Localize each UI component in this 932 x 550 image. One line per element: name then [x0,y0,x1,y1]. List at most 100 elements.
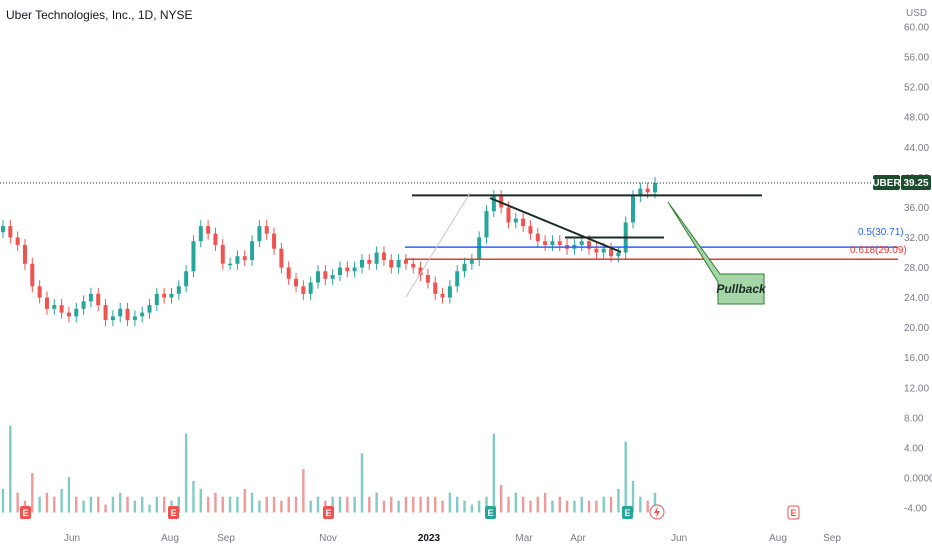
time-tick-label: Sep [823,533,841,544]
earnings-marker[interactable]: E [20,506,31,519]
candle-body [286,267,291,279]
earnings-marker[interactable]: E [622,506,633,519]
candle-body [506,207,511,223]
volume-bar [346,496,349,513]
volume-bar [1,488,5,513]
event-marker[interactable] [649,504,665,520]
time-tick-label: Jun [671,533,687,544]
candle-body [396,259,401,268]
earnings-icon: E [170,508,176,518]
volume-bar [463,500,466,513]
volume-bar [287,496,290,513]
volume-bar [624,441,627,513]
candle-body [403,259,408,264]
earnings-marker[interactable]: E [787,505,800,520]
earnings-marker[interactable]: E [323,506,334,519]
candle-body [176,286,181,294]
candle-body [433,282,438,294]
candle-body [206,226,211,234]
lightning-icon [654,506,660,518]
pullback-callout[interactable]: Pullback [667,201,767,305]
volume-bar [353,496,356,513]
fib-anchor-diagonal [405,192,471,298]
volume-bar [45,492,49,513]
time-tick-group: Jun Aug Sep Nov 2023 Mar Apr Jun Aug Sep [64,533,841,544]
earnings-marker-bg [20,506,31,519]
volume-bar [316,496,320,513]
volume-bar [9,425,12,513]
volume-bar [639,496,642,513]
chart-title: Uber Technologies, Inc., 1D, NYSE [6,8,193,22]
fib-618-label: 0.618(29.09) [850,245,907,256]
candle-body [440,293,445,298]
last-price-badge: 39.25 [903,178,928,189]
candle-body [513,218,518,223]
volume-bar [617,488,620,513]
volume-bar [126,496,129,513]
descending-trendline[interactable] [489,197,622,253]
volume-bar [67,476,71,513]
volume-bar [646,500,649,513]
candle-body [132,316,137,321]
volume-bar [390,496,393,513]
price-tick-group: 60.0056.0052.0048.0044.0040.0036.0032.00… [904,23,932,515]
volume-bar [573,500,576,513]
candlestick-series [1,176,657,327]
volume-bar [426,496,430,513]
volume-bar [507,496,510,513]
drawings-layer[interactable]: 0.5(30.71) 0.618(29.09) [0,182,907,298]
fib-half-label: 0.5(30.71) [858,227,904,238]
candle-body [52,305,57,309]
candle-body [213,233,218,245]
volume-bar [294,496,298,513]
volume-bar [104,504,107,513]
candle-body [352,267,357,272]
candle-body [337,267,342,276]
volume-bar [434,496,437,513]
price-axis[interactable]: USD 60.0056.0052.0048.0044.0040.0036.003… [904,8,932,515]
earnings-marker[interactable]: E [485,506,496,519]
time-axis[interactable]: Jun Aug Sep Nov 2023 Mar Apr Jun Aug Sep [64,533,841,544]
volume-bar [60,488,63,513]
volume-bar [89,496,93,513]
earnings-marker-bg [323,506,334,519]
volume-bars [1,425,657,513]
candle-body [308,282,313,294]
candle-body [228,263,233,266]
volume-bar [97,496,100,513]
earnings-marker-bg [485,506,496,519]
candle-body [535,233,540,242]
candle-body [184,271,189,287]
price-tick-label: 0.0000 [904,473,932,484]
earnings-marker[interactable]: E [168,506,179,519]
volume-bar [375,492,378,513]
candle-body [638,188,643,197]
candle-body [257,226,262,242]
volume-bar [338,496,342,513]
volume-bar [492,433,496,513]
volume-bar [38,496,41,513]
price-tick-label: 16.00 [904,353,929,364]
candle-body [264,226,269,234]
candle-body [147,305,152,313]
candle-body [154,293,159,306]
volume-bar [382,500,386,513]
candle-body [242,256,247,260]
candle-body [74,308,79,317]
candle-body [609,248,614,257]
candle-body [653,182,657,193]
price-tick-label: 48.00 [904,113,929,124]
candle-body [521,218,526,227]
volume-bar [236,496,239,513]
candle-body [250,241,255,260]
volume-bar [133,500,137,513]
time-tick-label: Aug [769,533,787,544]
price-tick-label: 8.00 [904,413,924,424]
candle-body [66,312,71,317]
volume-bar [31,473,34,513]
candle-body [15,237,20,245]
candle-body [198,226,203,242]
